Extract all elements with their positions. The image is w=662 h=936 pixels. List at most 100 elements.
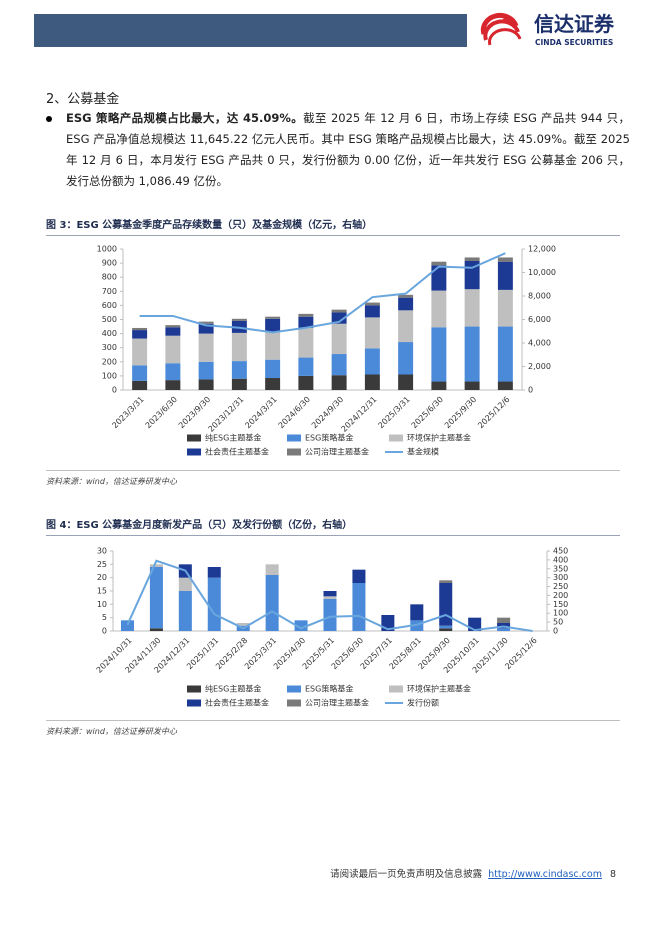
bullet-body: ESG 策略产品规模占比最大，达 45.09%。截至 2025 年 12 月 6… [66, 108, 630, 192]
bar-segment [439, 628, 453, 631]
y2-tick-label: 10,000 [528, 268, 556, 277]
y-tick-label: 800 [102, 273, 117, 282]
figure-caption: 图 3：ESG 公募基金季度产品存续数量（只）及基金规模（亿元，右轴） [46, 216, 620, 236]
footer-link[interactable]: http://www.cindasc.com [488, 869, 602, 880]
bar-segment [265, 316, 281, 319]
bar-segment [464, 257, 480, 261]
bar-segment [265, 564, 279, 575]
x-tick-label: 2025/3/31 [376, 395, 411, 430]
bar-segment [431, 327, 447, 382]
legend-swatch [287, 448, 301, 456]
bullet-dot [46, 116, 52, 122]
line-series [126, 559, 533, 632]
y-tick-label: 500 [102, 315, 117, 324]
bar-segment [231, 361, 247, 379]
y-tick-label: 25 [97, 560, 107, 569]
bar-segment [265, 359, 281, 379]
bar-segment [364, 348, 380, 375]
bar-segment [165, 380, 181, 390]
bar-segment [149, 564, 163, 567]
x-tick-label: 2023/12/31 [207, 395, 246, 434]
y2-tick-label: 0 [528, 386, 533, 395]
legend-label: 基金规模 [407, 447, 439, 457]
legend-label: 纯ESG主题基金 [205, 433, 261, 443]
legend-swatch [389, 434, 403, 442]
y-tick-label: 15 [97, 587, 107, 596]
bar-segment [165, 327, 181, 336]
bar-segment [352, 569, 366, 583]
legend-label: 社会责任主题基金 [205, 447, 269, 457]
figure-source: 资料来源：wind，信达证券研发中心 [46, 470, 620, 487]
bar-segment [198, 321, 214, 324]
bullet-lead: ESG 策略产品规模占比最大，达 45.09%。 [66, 111, 304, 125]
bar-segment [364, 302, 380, 306]
legend-swatch [187, 685, 201, 693]
bar-segment [265, 575, 279, 631]
bar-segment [364, 305, 380, 318]
legend-swatch [187, 434, 201, 442]
bar-segment [398, 297, 414, 311]
bar-segment [497, 381, 513, 390]
logo-name: 信达证券 [534, 12, 615, 36]
bar-segment [265, 331, 281, 360]
bar-segment [431, 261, 447, 266]
y2-tick-label: 0 [553, 627, 558, 636]
logo: 信达证券 CINDA SECURITIES [480, 12, 615, 47]
x-tick-label: 2025/9/30 [443, 395, 478, 430]
bar-segment [294, 620, 308, 631]
bar-segment [149, 567, 163, 629]
bar-segment [165, 325, 181, 328]
bar-segment [207, 567, 221, 578]
bullet-text: 截至 2025 年 12 月 6 日，市场上存续 ESG 产品共 944 只，E… [66, 111, 630, 188]
y2-tick-label: 4,000 [528, 339, 551, 348]
page-number: 8 [609, 869, 616, 880]
bar-segment [265, 378, 281, 390]
legend-label: 公司治理主题基金 [305, 447, 369, 457]
bar-segment [149, 628, 163, 631]
x-tick-label: 2023/6/30 [144, 395, 179, 430]
y-tick-label: 30 [97, 547, 107, 556]
legend-label: 发行份额 [407, 698, 439, 708]
bar-segment [298, 357, 314, 376]
legend-label: 环境保护主题基金 [407, 433, 471, 443]
bar-segment [398, 374, 414, 390]
y2-tick-label: 450 [553, 547, 568, 556]
y-tick-label: 100 [102, 371, 117, 380]
y-tick-label: 300 [102, 343, 117, 352]
bar-segment [464, 381, 480, 390]
bar-segment [207, 577, 221, 631]
bar-segment [431, 381, 447, 390]
bar-segment [198, 379, 214, 390]
bar-segment [198, 323, 214, 334]
bar-segment [178, 577, 192, 591]
bar-segment [464, 326, 480, 382]
legend-label: ESG策略基金 [305, 433, 353, 443]
y2-tick-label: 350 [553, 564, 568, 573]
bar-segment [331, 323, 347, 355]
bar-segment [298, 327, 314, 358]
bar-segment [323, 591, 337, 597]
logo-icon [480, 12, 522, 46]
bar-segment [132, 327, 148, 331]
legend-label: 公司治理主题基金 [305, 698, 369, 708]
y2-tick-label: 300 [553, 573, 568, 582]
y-tick-label: 5 [102, 613, 107, 622]
legend-label: 纯ESG主题基金 [205, 684, 261, 694]
chart: 0 100 200 300 400 500 600 700 800 900 1000 0 2,000 4,… [97, 245, 556, 457]
x-tick-label: 2024/6/30 [277, 395, 312, 430]
bar-segment [398, 310, 414, 343]
legend-swatch [287, 434, 301, 442]
y2-tick-label: 8,000 [528, 292, 551, 301]
chart: 0510152025300501001502002503003504004502… [95, 547, 569, 708]
bar-segment [298, 375, 314, 390]
legend-swatch [287, 699, 301, 707]
section-title: 2、公募基金 [46, 92, 120, 107]
y2-tick-label: 6,000 [528, 315, 551, 324]
bar-segment [132, 365, 148, 381]
y2-tick-label: 200 [553, 591, 568, 600]
legend-label: 环境保护主题基金 [407, 684, 471, 694]
bar-segment [178, 591, 192, 631]
bar-segment [132, 338, 148, 366]
bullet-paragraph: ESG 策略产品规模占比最大，达 45.09%。截至 2025 年 12 月 6… [46, 108, 630, 192]
